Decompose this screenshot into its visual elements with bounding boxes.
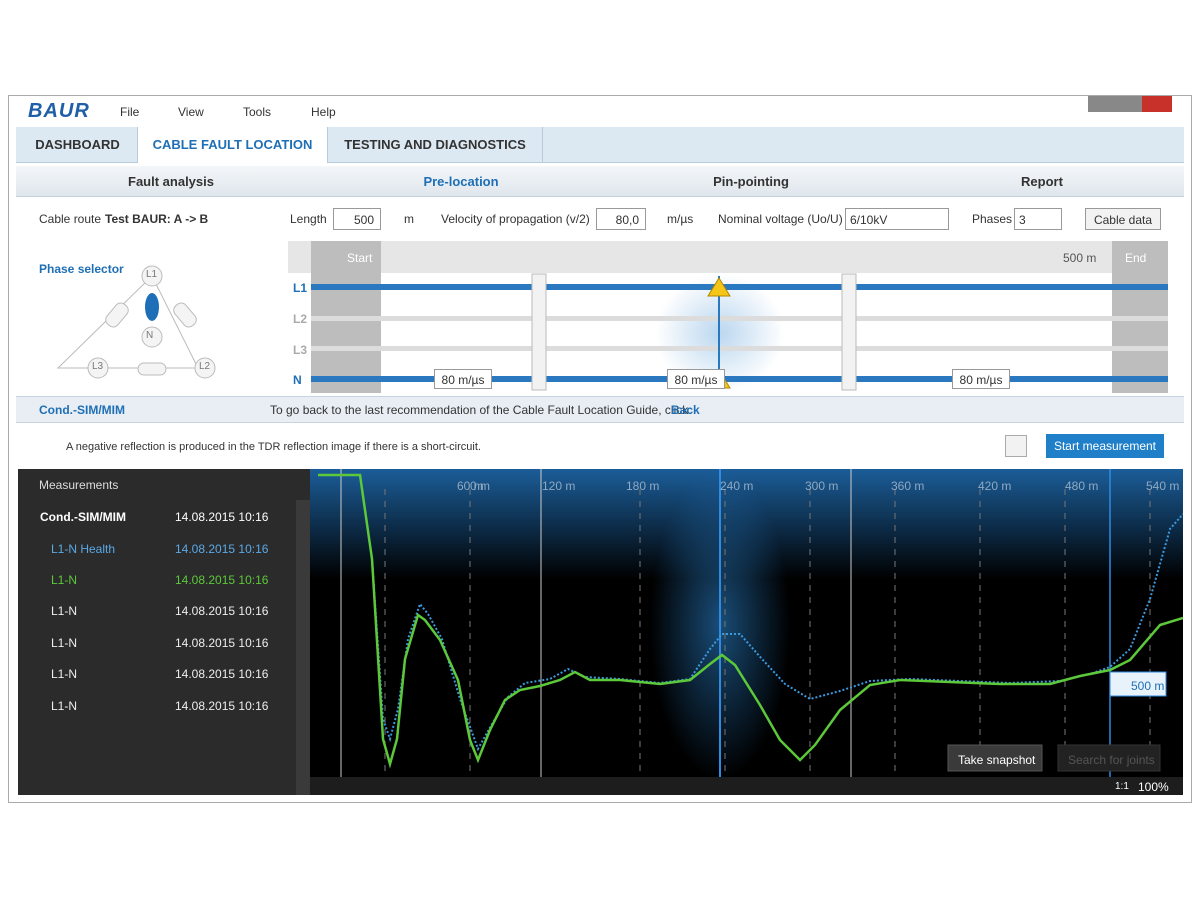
menu-item[interactable]: Help [311,105,336,119]
step[interactable]: Pre-location [423,174,499,189]
line-label: L2 [293,312,308,326]
x-tick-label: 60 m [457,479,484,493]
speed-box: 80 m/µs [952,369,1010,389]
tdr-chart [310,469,1183,795]
label: Phases [972,212,1013,226]
label: Cable route [39,212,102,226]
x-tick-label: 540 m [1146,479,1180,493]
tab[interactable]: TESTING AND DIAGNOSTICS [328,127,543,163]
ratio[interactable]: 1:1 [1115,781,1129,792]
snapshot-button[interactable]: Take snapshot [958,753,1036,767]
zoom: 100% [1138,780,1169,794]
x-tick-label: 480 m [1065,479,1099,493]
step[interactable]: Report [1021,174,1063,189]
row-name[interactable]: L1-N Health [51,542,116,556]
start-label: Start [347,251,373,265]
start-button[interactable]: Start measurement [1053,439,1157,453]
row-name[interactable]: L1-N [51,636,78,650]
cursor-label-box [1109,671,1167,697]
menu-item[interactable]: View [178,105,204,119]
label: Length [290,212,327,226]
button[interactable]: Cable data [1085,208,1161,230]
section-title: Phase selector [39,262,124,276]
row-name[interactable]: L1-N [51,667,78,681]
step[interactable]: Pin-pointing [713,174,789,189]
line-label: L1 [293,281,308,295]
row-date[interactable]: 14.08.2015 10:16 [175,604,269,618]
phase-node[interactable]: L3 [92,361,104,372]
row-date[interactable]: 14.08.2015 10:16 [175,636,269,650]
value: Test BAUR: A -> B [105,212,209,226]
line-label: N [293,373,302,387]
x-tick-label: 0 m [470,479,491,493]
cable-header [288,241,1168,273]
end-label: End [1125,251,1147,265]
dropdown[interactable]: 6/10kV [845,208,949,230]
x-tick-label: 120 m [542,479,576,493]
row-date[interactable]: 14.08.2015 10:16 [175,542,269,556]
search-button[interactable]: Search for joints [1068,753,1155,767]
settings-button[interactable] [1005,435,1027,457]
group-name[interactable]: Cond.-SIM/MIM [40,510,126,524]
row-date[interactable]: 14.08.2015 10:16 [175,667,269,681]
step[interactable]: Fault analysis [128,174,214,189]
guide-text: To go back to the last recommendation of… [270,403,692,417]
x-tick-label: 240 m [720,479,754,493]
speed-box: 80 m/µs [434,369,492,389]
tab[interactable]: DASHBOARD [18,127,138,163]
green-trace [318,473,1183,769]
end-distance: 500 m [1063,251,1097,265]
window-controls[interactable] [1088,96,1172,112]
x-tick-label: 180 m [626,479,660,493]
phase-node[interactable]: L2 [199,361,211,372]
guide-bar [16,396,1184,423]
tab[interactable]: CABLE FAULT LOCATION [138,127,328,163]
row-name[interactable]: L1-N [51,573,78,587]
guide-link[interactable]: Back [671,403,700,417]
steps-bar [16,166,1184,197]
panel-title: Measurements [39,478,119,492]
x-tick-label: 360 m [891,479,925,493]
markers [340,469,852,779]
start-button-bg[interactable] [1046,434,1164,458]
panel-scrollbar [296,500,310,795]
row-name[interactable]: L1-N [51,699,78,713]
unit: m/µs [667,212,694,226]
group-date: 14.08.2015 10:16 [175,510,269,524]
cable-lines [311,273,1168,391]
phase-diagram [56,265,216,379]
speed-box: 80 m/µs [667,369,725,389]
logo: BAUR [28,100,90,122]
row-name[interactable]: L1-N [51,604,78,618]
line-label: L3 [293,343,308,357]
snapshot-button-bg[interactable] [947,744,1043,772]
row-date[interactable]: 14.08.2015 10:16 [175,573,269,587]
unit: m [404,212,414,226]
x-tick-label: 420 m [978,479,1012,493]
search-button-bg[interactable] [1057,744,1161,772]
grid [384,489,1151,779]
cursor-label: 500 m [1131,679,1165,693]
measurement-panel [18,469,310,795]
label: Velocity of propagation (v/2) [441,212,590,226]
menu-item[interactable]: Tools [243,105,272,119]
info-text: A negative reflection is produced in the… [66,441,481,453]
input[interactable]: 500 [333,208,381,230]
h-scrollbar [310,777,1183,795]
label: Nominal voltage (Uo/U) [718,212,843,226]
x-tick-label: 300 m [805,479,839,493]
input[interactable]: 80,0 [596,208,646,230]
dropdown[interactable]: 3 [1014,208,1062,230]
menu-item[interactable]: File [120,105,140,119]
phase-node[interactable]: N [146,330,154,341]
row-date[interactable]: 14.08.2015 10:16 [175,699,269,713]
phase-node[interactable]: L1 [146,269,158,280]
mode-dropdown[interactable]: Cond.-SIM/MIM [39,403,125,417]
